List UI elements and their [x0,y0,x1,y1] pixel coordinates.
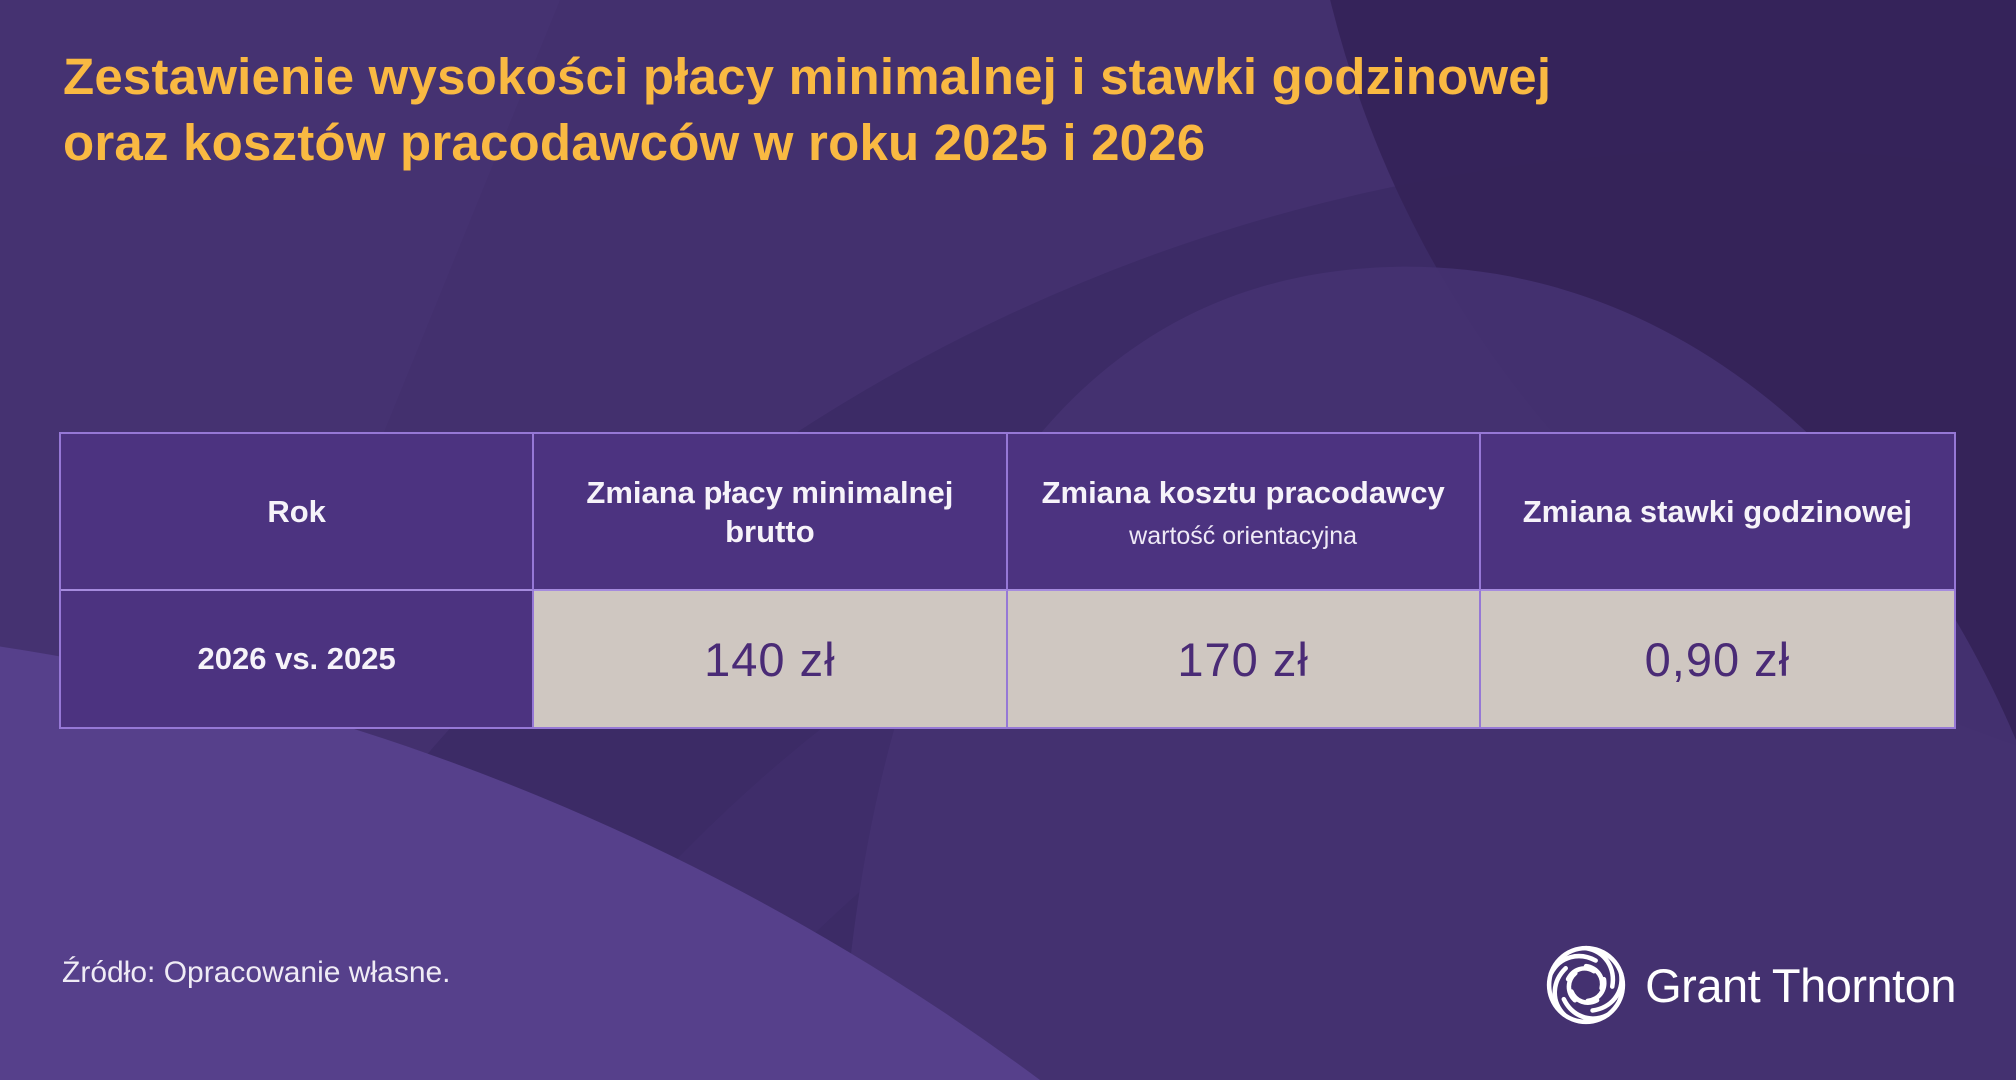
column-header-stawka-godzinowa: Zmiana stawki godzinowej [1480,434,1954,591]
grant-thornton-wordmark: Grant Thornton [1645,958,1956,1012]
row-label-cell: 2026 vs. 2025 [61,591,535,727]
page-title: Zestawienie wysokości płacy minimalnej i… [63,44,1551,176]
column-header-label: Zmiana stawki godzinowej [1522,494,1913,529]
value-koszt-pracodawcy: 170 zł [1177,632,1309,686]
page-title-line-2: oraz kosztów pracodawców w roku 2025 i 2… [63,114,1206,171]
source-note: Źródło: Opracowanie własne. [62,956,451,989]
column-header-label: Zmiana kosztu pracodawcy [1041,474,1445,510]
value-stawka-godzinowa: 0,90 zł [1644,632,1791,686]
value-cell-stawka-godzinowa: 0,90 zł [1480,591,1954,727]
value-cell-koszt-pracodawcy: 170 zł [1007,591,1481,727]
value-cell-placa-minimalna: 140 zł [534,591,1008,727]
grant-thornton-logo: Grant Thornton [1545,944,1956,1026]
row-label: 2026 vs. 2025 [197,641,396,676]
wage-comparison-table: Rok Zmiana płacy minimalnej brutto Zmian… [59,432,1956,729]
column-header-rok: Rok [61,434,535,591]
grant-thornton-swirl-icon [1546,945,1626,1025]
column-header-label: Zmiana płacy minimalnej brutto [586,474,954,549]
value-placa-minimalna: 140 zł [704,632,836,686]
page-title-line-1: Zestawienie wysokości płacy minimalnej i… [63,48,1552,105]
column-header-sublabel: wartość orientacyjna [1129,521,1358,550]
column-header-label: Rok [267,494,326,529]
column-header-placa-minimalna: Zmiana płacy minimalnej brutto [534,434,1008,591]
column-header-koszt-pracodawcy: Zmiana kosztu pracodawcy wartość orienta… [1007,434,1481,591]
